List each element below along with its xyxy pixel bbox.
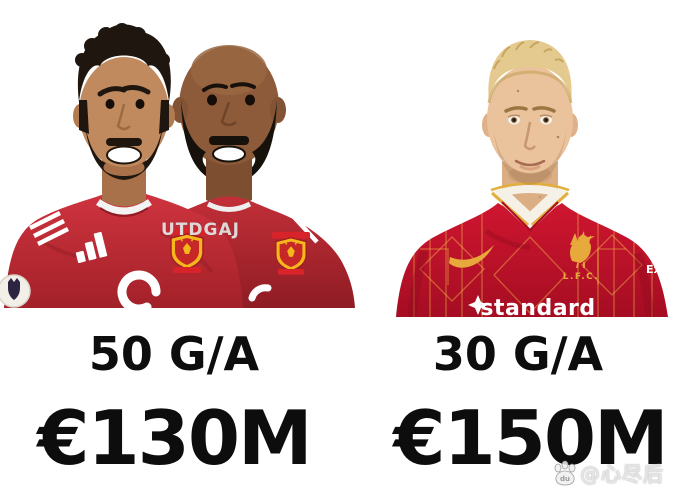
- player-united-curly: [0, 23, 243, 308]
- utdgaj-watermark: UTDGAJ: [161, 220, 240, 240]
- lfc-crest-text: L.F.C.: [563, 272, 599, 282]
- photo-liverpool-player: L.F.C. standard Ex: [396, 40, 668, 317]
- sponsor-text: standard: [480, 296, 595, 317]
- baidu-paw-icon: du: [554, 460, 576, 485]
- adidas-shoulder-stripes: [28, 210, 70, 247]
- nike-swoosh: [449, 245, 494, 268]
- sponsor-star-icon: [468, 295, 488, 315]
- photo-united-players: [0, 23, 355, 308]
- price-right: €150M: [393, 394, 668, 482]
- snapdragon-logo: [117, 270, 161, 308]
- baidu-watermark-text: @心尽后: [580, 462, 664, 486]
- adidas-shoulder-stripes: [291, 206, 337, 244]
- premier-league-badge: [0, 274, 31, 308]
- sleeve-sponsor-text: Ex: [646, 263, 661, 276]
- snapdragon-logo-partial: [248, 284, 272, 302]
- price-left: €130M: [37, 394, 312, 482]
- baidu-watermark: du @心尽后: [552, 458, 664, 487]
- stat-left-goal-contributions: 50 G/A: [88, 327, 260, 381]
- stat-right-goal-contributions: 30 G/A: [432, 327, 604, 381]
- curly-hair-texture: [75, 23, 170, 134]
- hair-texture: [493, 41, 564, 70]
- adidas-logo: [75, 231, 108, 264]
- liverpool-liverbird-crest: L.F.C.: [563, 231, 599, 282]
- paw-du-label: du: [560, 475, 570, 483]
- player-liverpool: L.F.C. standard Ex: [396, 40, 668, 317]
